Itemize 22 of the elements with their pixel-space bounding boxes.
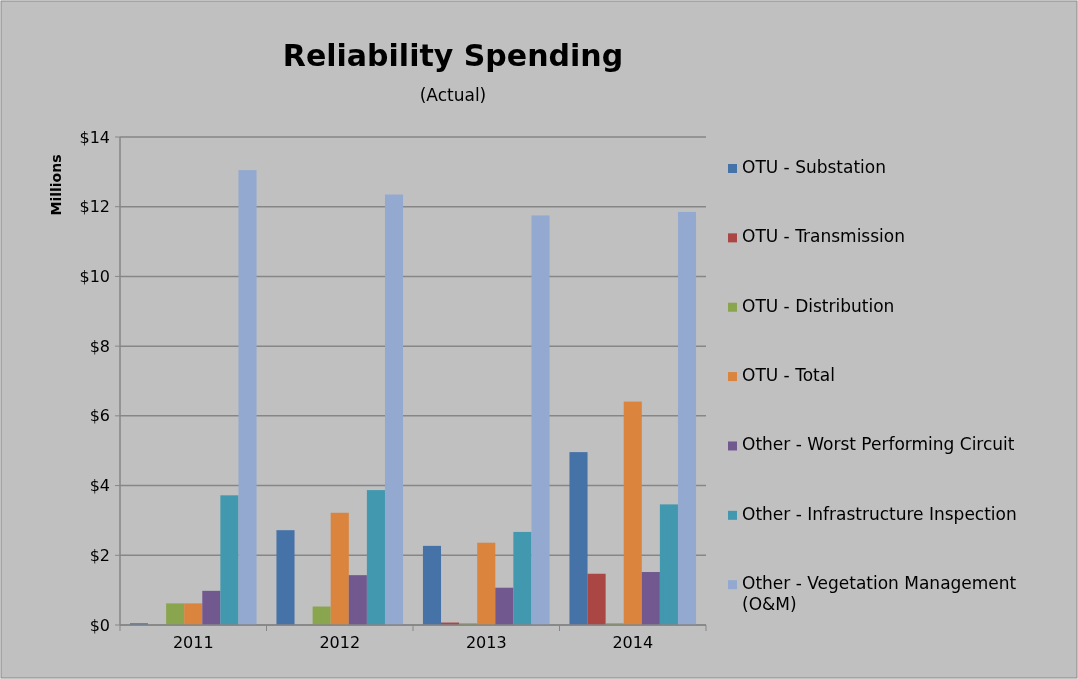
y-tick-label: $8 (89, 336, 110, 356)
x-tick-label: 2012 (319, 633, 361, 652)
legend-label: Other - Vegetation Management (O&M) (742, 573, 1017, 615)
chart-subtitle: (Actual) (419, 85, 487, 105)
y-tick-label: $2 (89, 545, 110, 565)
legend-label: OTU - Total (742, 365, 835, 386)
chart-title: Reliability Spending (282, 38, 624, 73)
x-tick-label: 2011 (172, 633, 214, 652)
y-tick-label: $4 (89, 476, 110, 496)
y-tick-label: $12 (79, 197, 110, 217)
y-tick-label: $6 (89, 406, 110, 426)
legend-label: Other - Infrastructure Inspection (742, 503, 1017, 524)
y-tick-label: $14 (79, 127, 110, 147)
legend-label: OTU - Substation (742, 157, 887, 177)
y-tick-label: $10 (79, 267, 110, 287)
legend-label: Other - Worst Performing Circuit (742, 434, 1015, 455)
y-tick-label: $0 (89, 615, 110, 635)
x-tick-label: 2013 (465, 633, 507, 652)
legend-label: OTU - Transmission (742, 226, 905, 247)
x-tick-label: 2014 (612, 633, 654, 652)
y-axis-title: Millions (48, 154, 64, 216)
legend-label: OTU - Distribution (742, 295, 895, 316)
